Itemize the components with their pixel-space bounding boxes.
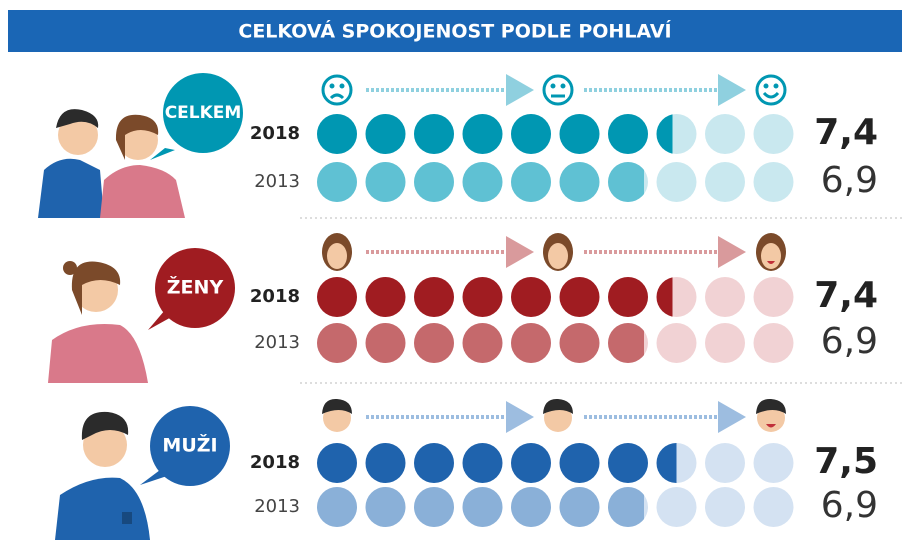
group-label: ŽENY	[167, 276, 224, 299]
dot	[608, 487, 644, 527]
dot	[365, 277, 406, 317]
value-label: 7,5	[814, 441, 878, 482]
dot	[608, 323, 644, 363]
dot	[462, 487, 503, 527]
dot	[608, 162, 644, 202]
speech-bubble	[163, 73, 243, 153]
value-label: 7,4	[814, 275, 878, 316]
dot	[462, 323, 503, 363]
dot	[559, 443, 600, 483]
dot	[365, 114, 406, 154]
dot	[365, 487, 406, 527]
dot	[317, 443, 357, 483]
dot	[365, 162, 406, 202]
empty-dot	[705, 162, 745, 202]
dot	[414, 114, 454, 154]
empty-dot	[705, 323, 745, 363]
year-label: 2013	[254, 496, 300, 517]
empty-dot	[753, 443, 794, 483]
people-illustration	[38, 109, 185, 540]
title-bar	[8, 10, 902, 52]
year-label: 2018	[250, 123, 300, 144]
empty-dot	[705, 114, 745, 154]
value-label: 6,9	[821, 485, 878, 526]
dot	[414, 487, 454, 527]
dot	[656, 443, 677, 483]
empty-dot	[753, 323, 794, 363]
dot	[414, 162, 454, 202]
dot	[414, 323, 454, 363]
dot	[511, 114, 551, 154]
year-label: 2018	[250, 452, 300, 473]
empty-dot	[753, 162, 794, 202]
empty-dot	[753, 487, 794, 527]
dot	[317, 277, 357, 317]
emoji-scale	[322, 233, 786, 271]
year-label: 2013	[254, 332, 300, 353]
dot	[317, 114, 357, 154]
empty-dot	[656, 162, 697, 202]
dot	[414, 443, 454, 483]
dot	[317, 162, 357, 202]
dot	[559, 487, 600, 527]
dot	[462, 162, 503, 202]
speech-bubble	[155, 248, 235, 328]
empty-dot	[656, 487, 697, 527]
emoji-scale	[322, 398, 786, 433]
dot	[414, 277, 454, 317]
empty-dot	[753, 277, 794, 317]
dot	[608, 277, 648, 317]
dot	[511, 162, 551, 202]
dot	[511, 443, 551, 483]
year-label: 2013	[254, 171, 300, 192]
dot	[559, 277, 600, 317]
group-label: MUŽI	[162, 434, 217, 457]
dot	[462, 114, 503, 154]
bubble-tail	[150, 148, 175, 160]
dot	[365, 443, 406, 483]
dot	[462, 443, 503, 483]
dot	[462, 277, 503, 317]
empty-dot	[705, 487, 745, 527]
dot	[511, 277, 551, 317]
emoji-scale	[321, 74, 787, 106]
group-label: CELKEM	[165, 103, 242, 123]
empty-dot	[753, 114, 794, 154]
dot	[656, 277, 673, 317]
dot	[317, 487, 357, 527]
year-label: 2018	[250, 286, 300, 307]
dot	[365, 323, 406, 363]
dot	[511, 323, 551, 363]
dot	[608, 114, 648, 154]
value-label: 7,4	[814, 112, 878, 153]
empty-dot	[705, 277, 745, 317]
chart-title: CELKOVÁ SPOKOJENOST PODLE POHLAVÍ	[238, 20, 671, 43]
empty-dot	[705, 443, 745, 483]
empty-dot	[656, 323, 697, 363]
speech-bubble	[150, 406, 230, 486]
dot	[559, 323, 600, 363]
dot	[559, 162, 600, 202]
value-label: 6,9	[821, 321, 878, 362]
dot	[511, 487, 551, 527]
dot	[608, 443, 648, 483]
value-label: 6,9	[821, 160, 878, 201]
dot	[656, 114, 673, 154]
dot	[559, 114, 600, 154]
dot	[317, 323, 357, 363]
